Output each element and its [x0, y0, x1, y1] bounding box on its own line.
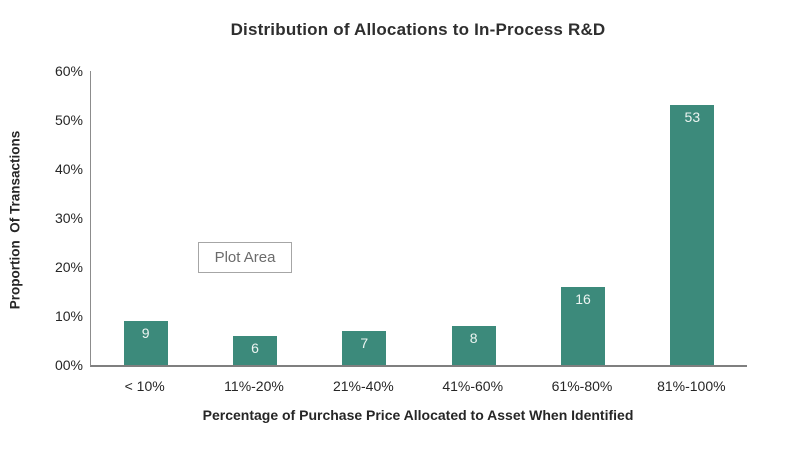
plot-region[interactable]: Plot Area 9 6 7 8 16 53: [90, 71, 747, 367]
x-tick-label: 21%-40%: [332, 378, 394, 394]
bar-value-label: 6: [251, 339, 259, 356]
x-tick-label: < 10%: [124, 378, 165, 394]
bar-value-label: 8: [469, 329, 478, 346]
bar-value-label: 16: [575, 290, 591, 307]
bar[interactable]: 8: [451, 325, 496, 365]
bar[interactable]: 16: [561, 286, 605, 365]
bar[interactable]: 9: [123, 320, 168, 365]
bar[interactable]: 6: [233, 335, 277, 365]
y-tick-label: 00%: [54, 357, 83, 373]
x-axis: < 10% 11%-20% 21%-40% 41%-60% 61%-80% 81%-100…: [90, 378, 746, 396]
x-tick-label: 41%-60%: [442, 378, 504, 394]
bar[interactable]: 53: [670, 105, 715, 365]
x-tick-label: 81%-100%: [657, 378, 726, 394]
y-tick-label: 10%: [54, 308, 83, 324]
plot-area-label: Plot Area: [214, 249, 276, 266]
chart-title: Distribution of Allocations to In-Proces…: [230, 20, 606, 39]
bar-value-label: 53: [684, 109, 701, 126]
y-tick-label: 30%: [54, 210, 83, 226]
bar-value-label: 9: [141, 324, 150, 341]
y-tick-label: 60%: [54, 63, 83, 79]
y-axis: 60% 50% 40% 30% 20% 10% 00%: [0, 63, 83, 373]
x-axis-title: Percentage of Purchase Price Allocated t…: [202, 407, 634, 423]
plot-area-tooltip: Plot Area: [198, 242, 292, 273]
x-tick-label: 61%-80%: [551, 378, 613, 394]
bar-value-label: 7: [360, 334, 369, 351]
y-tick-label: 50%: [54, 112, 83, 128]
y-tick-label: 20%: [54, 259, 83, 275]
x-tick-label: 11%-20%: [224, 378, 284, 394]
bar[interactable]: 7: [342, 330, 387, 365]
y-tick-label: 40%: [54, 161, 83, 177]
